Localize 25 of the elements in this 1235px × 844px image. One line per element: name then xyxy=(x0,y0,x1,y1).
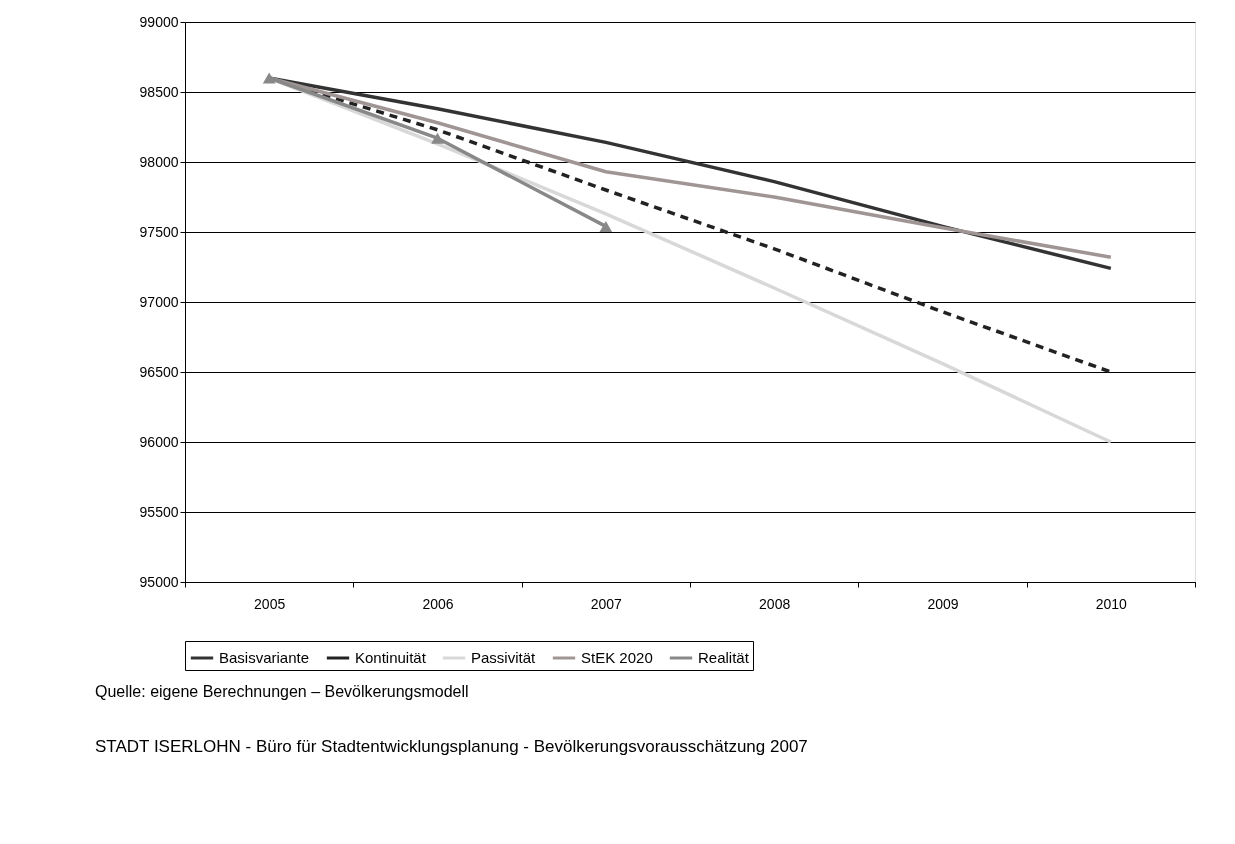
legend-label: StEK 2020 xyxy=(581,649,653,666)
y-tick-label: 96000 xyxy=(139,433,179,450)
point xyxy=(599,220,613,232)
text: STADT ISERLOHN - Büro für Stadtentwicklungsplanung - Bevölkerungsvorausschätzung 2007 xyxy=(95,737,808,756)
legend-label: Passivität xyxy=(471,649,537,666)
legend-label: Kontinuität xyxy=(355,649,427,666)
x-tick-label: 2009 xyxy=(927,595,959,612)
x-tick-label: 2007 xyxy=(590,595,623,612)
y-tick-label: 98500 xyxy=(139,83,179,100)
legend-label: Basisvariante xyxy=(219,649,310,666)
point xyxy=(431,132,444,144)
y-tick-label: 95000 xyxy=(139,573,179,590)
x-tick-label: 2006 xyxy=(422,595,454,612)
y-tick-label: 97000 xyxy=(139,293,179,310)
y-tick-label: 99000 xyxy=(139,13,179,30)
legend-label: Realität xyxy=(698,649,750,666)
source-note: Quelle: eigene Berechnungen – Bevölkerungsmodell xyxy=(95,683,469,700)
x-tick-label: 2005 xyxy=(254,595,286,612)
y-tick-label: 97500 xyxy=(139,223,179,240)
point xyxy=(262,72,276,84)
y-tick-label: 95500 xyxy=(139,503,179,520)
x-tick-label: 2008 xyxy=(759,595,791,612)
y-tick-label: 96500 xyxy=(139,363,179,380)
x-tick-label: 2010 xyxy=(1095,595,1128,612)
y-tick-label: 98000 xyxy=(139,153,179,170)
